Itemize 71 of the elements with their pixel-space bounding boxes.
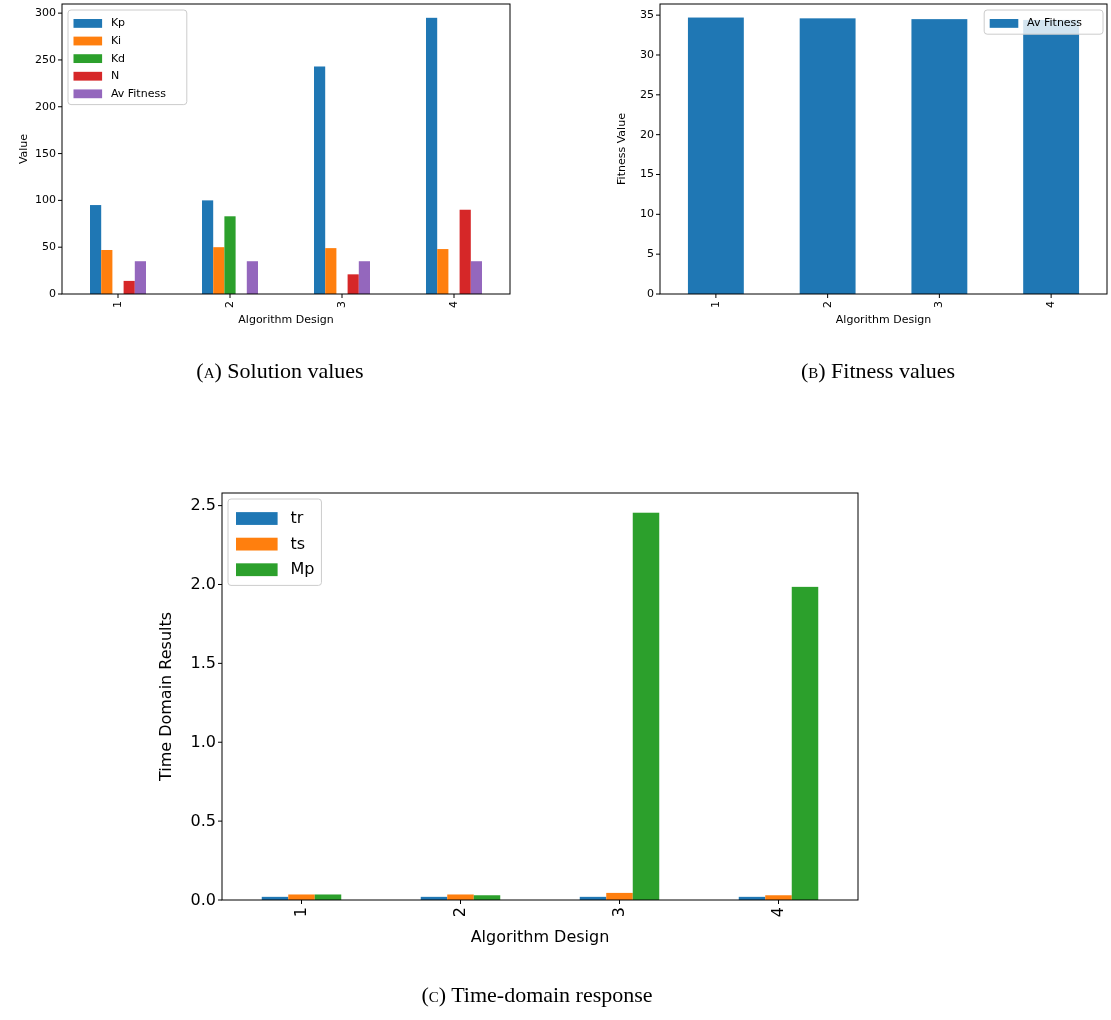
x-tick-label: 3: [335, 301, 348, 308]
x-tick-label: 4: [447, 301, 460, 308]
bar: [447, 894, 474, 900]
y-tick-label: 0: [647, 287, 654, 300]
x-tick-label: 2: [450, 907, 469, 918]
y-tick-label: 10: [640, 207, 654, 221]
bar: [224, 216, 236, 294]
bar: [459, 209, 471, 294]
y-tick-label: 1.0: [190, 731, 216, 751]
y-axis-title: Time Domain Results: [155, 611, 175, 783]
x-tick-label: 4: [768, 907, 787, 918]
y-tick-label: 2.0: [190, 574, 216, 593]
bar: [134, 261, 146, 294]
bar: [358, 261, 370, 294]
y-tick-label: 300: [35, 6, 56, 20]
bar: [246, 261, 258, 294]
bar: [288, 894, 315, 900]
bar: [213, 247, 225, 294]
y-tick-label: 0.0: [190, 889, 216, 909]
bar: [101, 250, 113, 294]
bar: [632, 512, 660, 900]
bar: [325, 248, 337, 294]
legend-label: N: [110, 69, 120, 83]
y-tick-label: 0: [49, 287, 56, 300]
x-tick-label: 2: [223, 301, 236, 308]
legend-label: tr: [290, 508, 304, 528]
x-tick-label: 1: [708, 301, 722, 308]
legend-label: Kp: [110, 16, 126, 30]
text: (a) Solution values: [196, 358, 364, 383]
bar: [347, 274, 359, 294]
x-tick-label: 2: [820, 301, 834, 308]
y-tick-label: 2.5: [190, 495, 216, 515]
y-tick-label: 1.5: [190, 652, 216, 672]
bar: [202, 200, 214, 294]
x-tick-label: 1: [291, 907, 310, 918]
legend-label: Av Fitness: [1027, 16, 1083, 30]
y-tick-label: 50: [42, 240, 56, 254]
x-tick-label: 3: [932, 301, 946, 308]
y-tick-label: 15: [640, 167, 654, 181]
x-tick-label: 3: [609, 907, 628, 918]
bar: [90, 205, 102, 294]
x-axis-title: Algorithm Design: [470, 926, 610, 946]
bar: [123, 280, 135, 294]
y-tick-label: 30: [640, 47, 654, 61]
y-tick-label: 100: [35, 193, 56, 207]
y-tick-label: 250: [35, 52, 56, 66]
bar: [426, 17, 438, 294]
y-tick-label: 200: [35, 99, 56, 113]
bar: [437, 249, 449, 294]
y-tick-label: 5: [647, 247, 654, 261]
x-axis-title: Algorithm Design: [238, 312, 334, 326]
text: (b) Fitness values: [800, 358, 956, 383]
legend-label: Ki: [110, 34, 122, 48]
y-axis-title: Fitness Value: [614, 112, 628, 185]
bar: [791, 586, 819, 900]
x-axis-title: Algorithm Design: [835, 312, 932, 326]
bar: [314, 66, 326, 294]
y-tick-label: 35: [640, 8, 654, 22]
y-tick-label: 150: [35, 146, 56, 160]
y-tick-label: 25: [640, 87, 654, 101]
x-tick-label: 4: [1044, 301, 1058, 308]
legend-label: Av Fitness: [110, 86, 167, 100]
legend-label: Mp: [290, 559, 315, 579]
x-tick-label: 1: [111, 301, 124, 308]
legend-label: ts: [290, 533, 306, 553]
y-axis-title: Value: [16, 133, 30, 165]
text: (c) Time-domain response: [421, 982, 653, 1007]
legend-label: Kd: [110, 51, 126, 65]
y-tick-label: 20: [640, 127, 654, 141]
bar: [470, 261, 482, 294]
y-tick-label: 0.5: [190, 810, 216, 830]
